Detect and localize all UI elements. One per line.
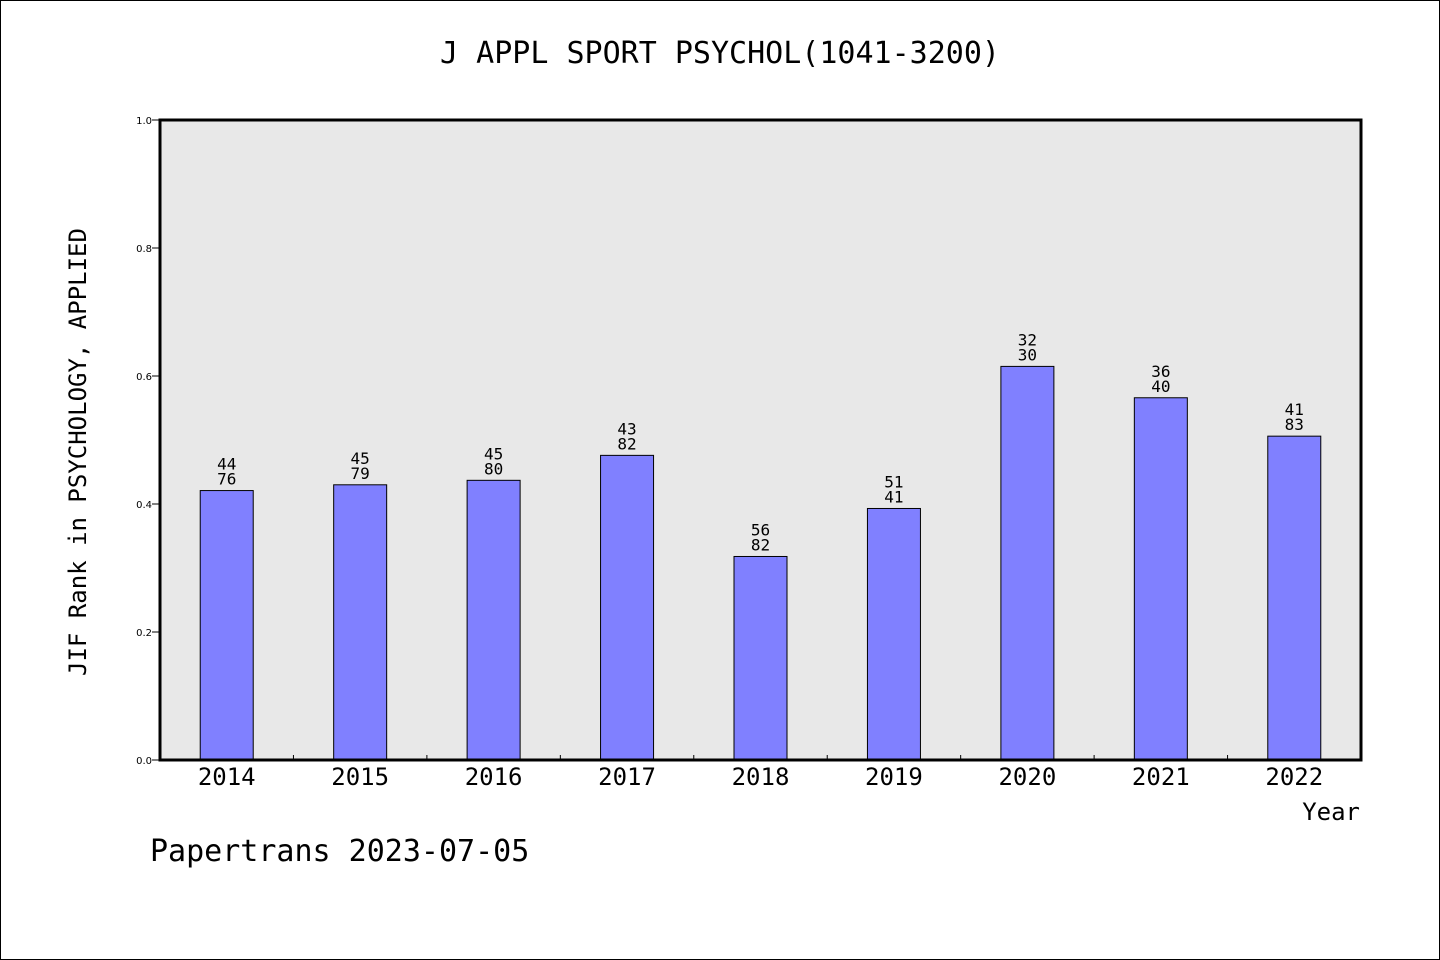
- bar-label-rank: 43: [617, 419, 636, 438]
- bar-label-total: 41: [884, 487, 903, 506]
- x-tick-label: 2018: [732, 763, 790, 791]
- bar: [733, 555, 788, 761]
- y-axis-title: JIF Rank in PSYCHOLOGY, APPLIED: [64, 228, 92, 676]
- bar-label-rank: 41: [1285, 400, 1304, 419]
- chart-title: J APPL SPORT PSYCHOL(1041-3200): [440, 36, 1000, 71]
- bar: [866, 507, 921, 761]
- bar-label-rank: 45: [351, 449, 370, 468]
- x-axis-title: Year: [1302, 798, 1360, 826]
- y-tick-label: 0.6: [136, 372, 152, 383]
- y-tick-label: 0.8: [136, 244, 152, 255]
- x-tick-label: 2020: [998, 763, 1056, 791]
- y-tick-label: 0.4: [136, 500, 152, 511]
- bar-label-total: 30: [1018, 345, 1037, 364]
- bar: [600, 454, 655, 761]
- bar: [333, 484, 388, 761]
- bar-label-total: 76: [217, 470, 236, 489]
- bar: [1000, 365, 1055, 761]
- x-tick-label: 2014: [198, 763, 256, 791]
- bar-label-rank: 36: [1151, 362, 1170, 381]
- bar: [199, 490, 254, 761]
- bar: [466, 479, 521, 761]
- bar-label-total: 79: [351, 464, 370, 483]
- bar-label-total: 82: [617, 434, 636, 453]
- x-tick-label: 2022: [1265, 763, 1323, 791]
- bar-label-total: 82: [751, 535, 770, 554]
- y-tick-label: 0.2: [136, 628, 152, 639]
- bar: [1267, 435, 1322, 761]
- bar-label-rank: 32: [1018, 330, 1037, 349]
- x-tick-label: 2015: [331, 763, 389, 791]
- bar: [1133, 397, 1188, 761]
- y-tick-label: 0.0: [136, 756, 152, 767]
- bar-label-rank: 45: [484, 444, 503, 463]
- bar-label-rank: 51: [884, 472, 903, 491]
- x-tick-label: 2016: [465, 763, 523, 791]
- x-tick-label: 2019: [865, 763, 923, 791]
- bar-label-total: 80: [484, 459, 503, 478]
- x-tick-label: 2017: [598, 763, 656, 791]
- plot-border: [158, 118, 1363, 762]
- bar-label-rank: 44: [217, 455, 236, 474]
- bar-label-total: 40: [1151, 377, 1170, 396]
- bar-label-rank: 56: [751, 520, 770, 539]
- footer-note: Papertrans 2023-07-05: [150, 834, 530, 869]
- bar-label-total: 83: [1285, 415, 1304, 434]
- x-tick-label: 2021: [1132, 763, 1190, 791]
- y-tick-label: 1.0: [136, 116, 152, 127]
